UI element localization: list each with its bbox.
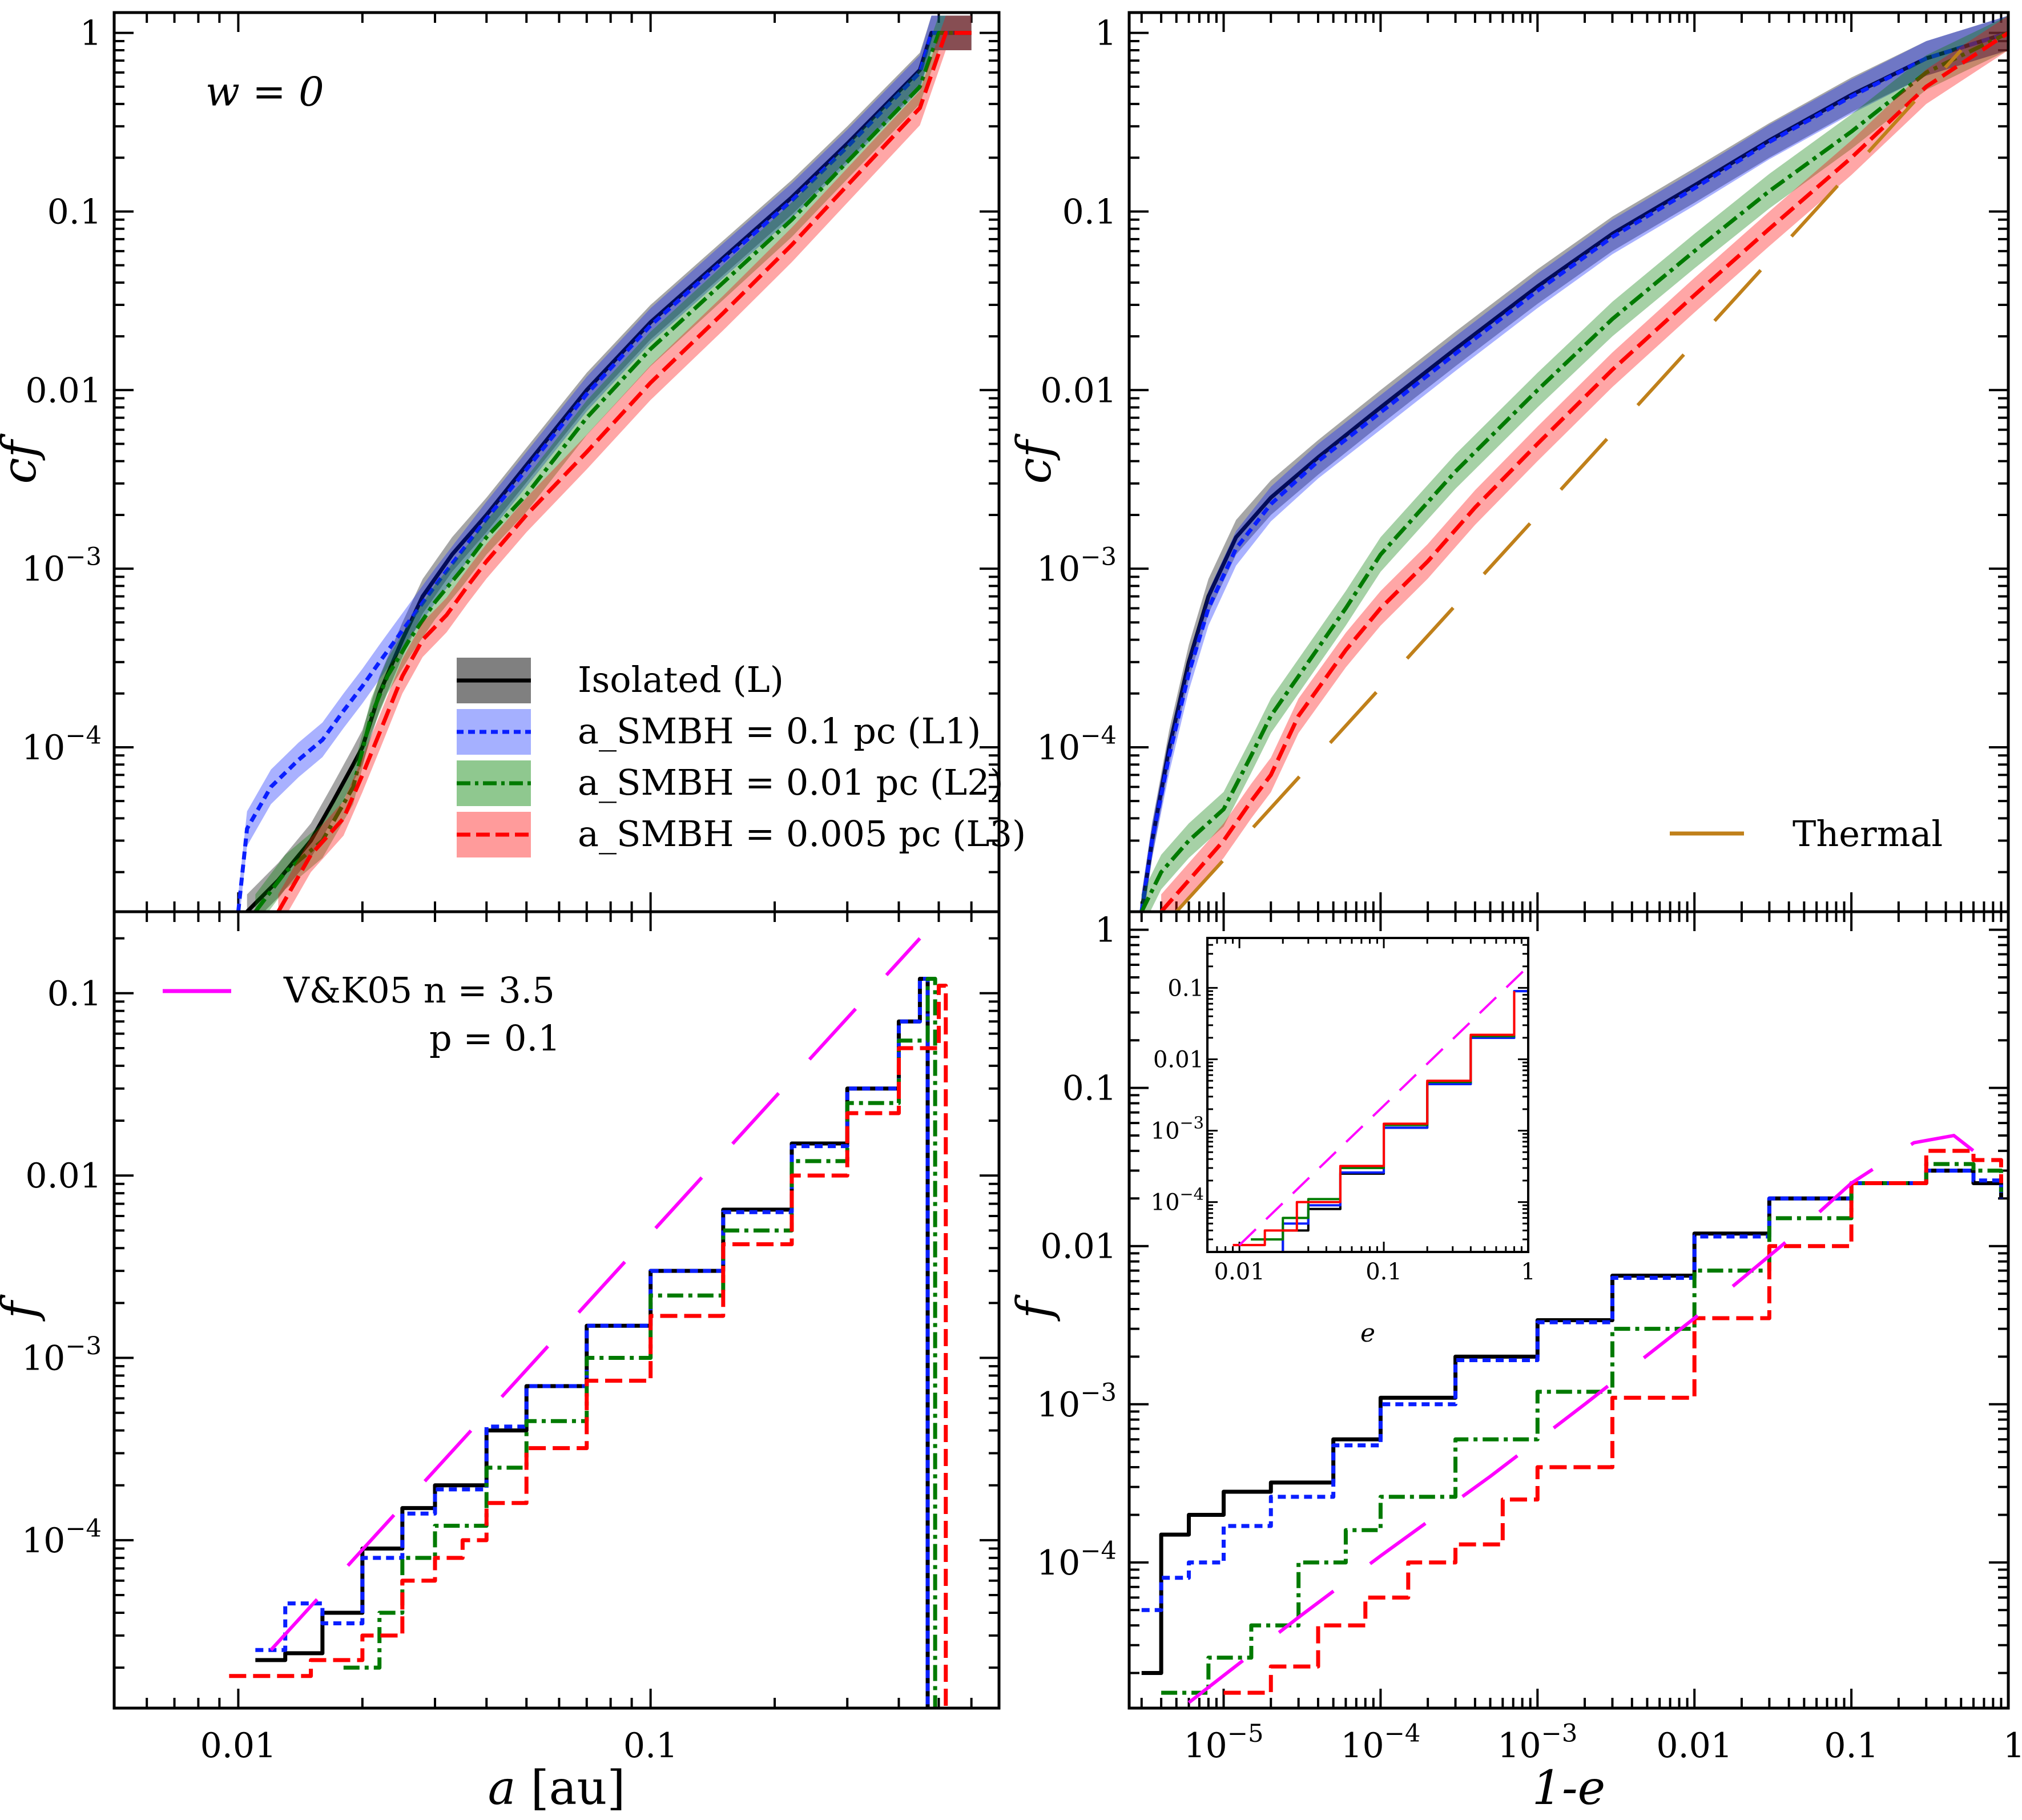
ticks-top-right — [1129, 13, 2009, 912]
w-annotation: w = 0 — [206, 69, 324, 115]
x-axis-label: a [au] — [488, 1761, 626, 1815]
x-tick-label: 0.1 — [623, 1726, 678, 1766]
frame-bottom-right — [1127, 910, 2010, 1710]
series-group-top-right — [1139, 15, 2008, 912]
x-tick-label: 0.01 — [200, 1726, 277, 1766]
band-l2 — [255, 15, 972, 912]
y-tick-label: 1 — [80, 14, 102, 54]
series-vk05-bottom-right — [1187, 1134, 1975, 1704]
y-tick-label: 10−3 — [22, 543, 102, 589]
legend-bottom-left: V&K05 n = 3.5 p = 0.1 — [163, 969, 561, 1059]
x-tick-label: 10−5 — [1183, 1720, 1263, 1766]
y-tick-label: 10−3 — [1151, 1113, 1204, 1145]
band-l3 — [1161, 15, 2008, 912]
legend-label-l3: a_SMBH = 0.005 pc (L3) — [578, 813, 1026, 855]
series-l3-bottom-left — [229, 984, 948, 1708]
legend-label-l2: a_SMBH = 0.01 pc (L2) — [578, 762, 1004, 803]
series-l1-top-left — [236, 31, 972, 912]
y-tick-label: 0.1 — [1062, 192, 1117, 232]
x-tick-label: 0.1 — [1824, 1726, 1878, 1766]
y-tick-label: 0.01 — [1153, 1046, 1204, 1073]
x-tick-label: 1 — [1521, 1259, 1535, 1285]
series-l3-top-left — [276, 31, 972, 912]
series-l2-bottom-right — [1161, 1162, 2003, 1695]
panel-bottom-right: 10−4 10−3 0.01 0.1 1 10−5 10−4 10−3 0.01 0.1 1 f 1-e — [1008, 910, 2022, 1815]
y-tick-label: 10−4 — [1037, 722, 1117, 768]
series-l3-top-right — [1159, 31, 2008, 912]
x-tick-label: 0.01 — [1214, 1259, 1265, 1285]
series-l3-inset — [1232, 991, 1516, 1246]
series-l2-top-right — [1139, 31, 2008, 912]
y-axis-label: cf — [0, 433, 47, 484]
x-tick-label: 0.1 — [1366, 1259, 1402, 1285]
x-axis-label: e — [1360, 1319, 1375, 1348]
series-isolated-bottom-left — [255, 977, 930, 1708]
y-tick-label: 10−3 — [1037, 543, 1117, 589]
series-vk05-bottom-left — [269, 937, 921, 1652]
series-group-top-left — [236, 15, 972, 912]
series-l1-top-right — [1139, 31, 2008, 912]
band-l3 — [278, 15, 972, 912]
x-axis-label: 1-e — [1532, 1761, 1605, 1815]
frame-inset — [1206, 937, 1529, 1253]
x-tick-label: 10−3 — [1497, 1720, 1577, 1766]
x-tick-label: 1 — [2003, 1726, 2022, 1766]
y-axis-label: f — [0, 1294, 47, 1322]
legend-label-l1: a_SMBH = 0.1 pc (L1) — [578, 710, 981, 752]
series-isolated-top-left — [245, 31, 972, 912]
legend-label-vk05-2: p = 0.1 — [429, 1017, 561, 1059]
y-tick-label: 0.1 — [1167, 975, 1204, 1001]
y-tick-label: 0.1 — [47, 974, 102, 1014]
y-tick-label: 0.01 — [1040, 1227, 1117, 1267]
series-group-bottom-left — [229, 937, 948, 1708]
frame-bottom-left — [112, 910, 1001, 1710]
panel-top-left: 10−4 10−3 0.01 0.1 1 cf — [0, 11, 1001, 913]
y-tick-label: 10−3 — [1037, 1379, 1117, 1425]
y-axis-label: f — [1008, 1294, 1062, 1322]
series-l1-bottom-left — [255, 977, 930, 1708]
panel-inset: 10−4 10−3 0.01 0.1 0.01 0.1 1 e — [1151, 937, 1536, 1348]
y-tick-label: 10−4 — [1037, 1537, 1117, 1583]
y-tick-label: 0.01 — [25, 1156, 102, 1196]
band-l1 — [238, 15, 972, 912]
series-group-bottom-right — [1141, 1134, 2003, 1704]
legend-label-thermal: Thermal — [1793, 813, 1943, 855]
ticks-top-left — [113, 13, 1000, 912]
y-tick-label: 10−4 — [22, 722, 102, 768]
y-tick-label: 0.01 — [25, 371, 102, 410]
series-group-inset — [1232, 963, 1528, 1252]
panel-top-right: 10−4 10−3 0.01 0.1 1 cf — [1008, 11, 2010, 913]
legend-top-right: Thermal — [1670, 813, 1943, 855]
y-axis-label: cf — [1008, 433, 1062, 484]
series-l2-top-left — [253, 31, 972, 912]
y-tick-label: 0.01 — [1040, 371, 1117, 410]
inset-background — [1207, 938, 1528, 1252]
series-thermal-top-right — [1175, 49, 1963, 912]
legend-label-vk05-1: V&K05 n = 3.5 — [283, 969, 555, 1011]
panel-bottom-left: 10−4 10−3 0.01 0.1 0.01 0.1 f a [au] — [0, 910, 1001, 1815]
y-tick-label: 10−4 — [22, 1515, 102, 1561]
x-tick-label: 0.01 — [1656, 1726, 1733, 1766]
x-tick-label: 10−4 — [1340, 1720, 1420, 1766]
y-tick-label: 0.1 — [47, 192, 102, 232]
legend-label-isolated: Isolated (L) — [578, 659, 784, 700]
legend-top-left: Isolated (L) a_SMBH = 0.1 pc (L1) a_SMBH… — [457, 658, 1026, 857]
y-tick-label: 1 — [1095, 911, 1117, 951]
y-tick-label: 1 — [1095, 14, 1117, 54]
series-l3-bottom-right — [1223, 1149, 2003, 1695]
ticks-bottom-right — [1129, 912, 2009, 1708]
y-tick-label: 10−3 — [22, 1332, 102, 1379]
y-tick-label: 0.1 — [1062, 1069, 1117, 1109]
y-tick-label: 10−4 — [1151, 1185, 1204, 1216]
series-vk05-inset — [1238, 965, 1528, 1246]
